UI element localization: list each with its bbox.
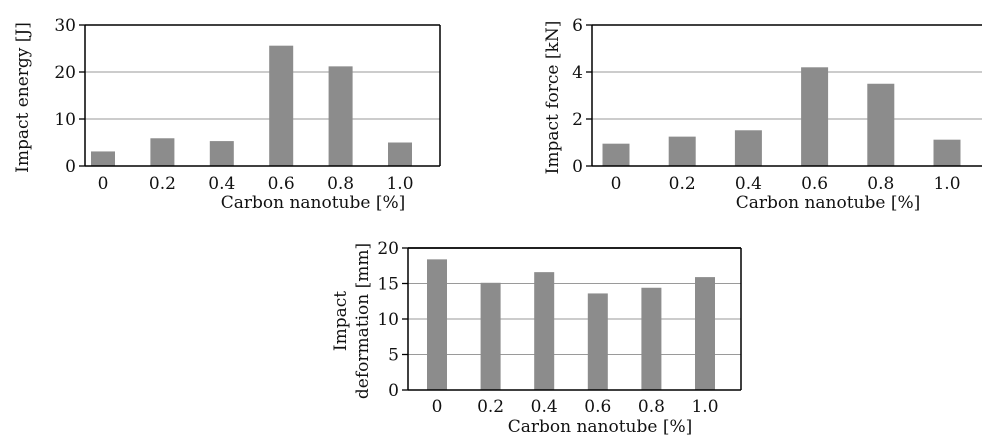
y-tick-label: 0: [572, 157, 583, 177]
bar: [695, 277, 715, 390]
bar: [427, 259, 447, 390]
y-tick-label: 20: [54, 63, 76, 83]
x-axis-label: Carbon nanotube [%]: [736, 193, 921, 213]
x-tick-label: 0.4: [735, 174, 762, 194]
x-tick-label: 0: [611, 174, 622, 194]
bar: [150, 138, 175, 166]
bar: [668, 136, 696, 166]
x-tick-label: 0.2: [669, 174, 696, 194]
x-tick-label: 0.2: [149, 174, 176, 194]
x-tick-label: 0.8: [867, 174, 894, 194]
y-tick-label: 30: [54, 16, 76, 36]
y-tick-label: 4: [572, 63, 583, 83]
bar: [91, 151, 115, 166]
x-tick-label: 1.0: [691, 397, 718, 417]
y-axis-label: Impact force [kN]: [543, 21, 563, 175]
y-tick-label: 0: [65, 157, 76, 177]
bar: [641, 287, 662, 390]
y-tick-label: 15: [377, 275, 399, 295]
y-tick-label: 6: [572, 16, 583, 36]
bar: [534, 272, 555, 390]
x-tick-label: 0.4: [531, 397, 558, 417]
y-tick-label: 0: [388, 381, 399, 401]
bar: [269, 45, 294, 166]
bar: [933, 139, 961, 166]
x-axis-label: Carbon nanotube [%]: [221, 193, 406, 213]
x-tick-label: 1.0: [933, 174, 960, 194]
bar: [587, 293, 608, 390]
bar: [328, 66, 353, 166]
x-tick-label: 0.8: [327, 174, 354, 194]
x-tick-label: 0: [98, 174, 109, 194]
x-tick-label: 0.8: [638, 397, 665, 417]
y-tick-label: 10: [377, 310, 399, 330]
y-axis-label: Impact: [331, 291, 351, 351]
bar: [867, 83, 895, 166]
y-axis-label: deformation [mm]: [353, 243, 373, 399]
y-axis-label: Impact energy [J]: [13, 22, 33, 173]
bar: [602, 143, 630, 166]
x-axis-label: Carbon nanotube [%]: [508, 417, 693, 437]
x-tick-label: 0.4: [208, 174, 235, 194]
y-tick-label: 5: [388, 346, 399, 366]
y-tick-label: 2: [572, 110, 583, 130]
x-tick-label: 0.6: [268, 174, 295, 194]
bar: [209, 141, 234, 166]
bar: [388, 142, 412, 166]
y-tick-label: 10: [54, 110, 76, 130]
bar: [801, 67, 829, 166]
x-tick-label: 0.6: [584, 397, 611, 417]
bar: [734, 130, 762, 166]
chart-impact-force: 0 2 4 6 0 0.2 0.4 0.6 0.8 1.0 Carbon nanotube [%] I…: [543, 16, 982, 213]
x-tick-label: 0.2: [477, 397, 504, 417]
bar: [480, 282, 501, 390]
x-tick-label: 0.6: [801, 174, 828, 194]
x-tick-label: 1.0: [386, 174, 413, 194]
x-tick-label: 0: [432, 397, 443, 417]
y-tick-label: 20: [377, 239, 399, 259]
